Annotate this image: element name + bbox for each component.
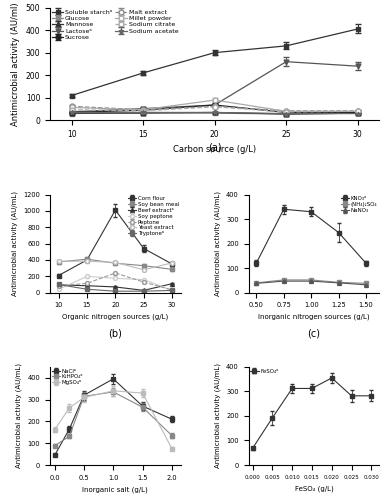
Legend: Soluble starchᵃ, Glucose, Mannose, Lactoseᵃ, Sucrose, Malt extract, Millet powde: Soluble starchᵃ, Glucose, Mannose, Lacto… — [51, 8, 179, 40]
X-axis label: Organic nitrogen sources (g/L): Organic nitrogen sources (g/L) — [62, 314, 169, 320]
Text: (c): (c) — [307, 328, 320, 338]
Legend: KNO₃ᵃ, (NH₄)₂SO₄, NaNO₃: KNO₃ᵃ, (NH₄)₂SO₄, NaNO₃ — [340, 196, 378, 214]
Legend: NaClᵃ, K₂HPO₄ᵃ, MgSO₄ᵃ: NaClᵃ, K₂HPO₄ᵃ, MgSO₄ᵃ — [51, 368, 84, 386]
Y-axis label: Antimicrobial activity (AU/mL): Antimicrobial activity (AU/mL) — [12, 191, 18, 296]
Legend: Corn flour, Soy bean meal, Beef extractᵃ, Soy peptone, Peptone, Yeast extract, T: Corn flour, Soy bean meal, Beef extractᵃ… — [127, 196, 179, 237]
X-axis label: Inorganic nitrogen sources (g/L): Inorganic nitrogen sources (g/L) — [258, 314, 370, 320]
Legend: FeSO₄ᵃ: FeSO₄ᵃ — [250, 368, 279, 374]
Y-axis label: Antimicrobial activity (AU/mL): Antimicrobial activity (AU/mL) — [15, 364, 22, 469]
X-axis label: Inorganic salt (g/L): Inorganic salt (g/L) — [82, 486, 148, 493]
Text: (a): (a) — [208, 143, 221, 153]
X-axis label: Carbon source (g/L): Carbon source (g/L) — [173, 144, 256, 154]
Y-axis label: Antimicrobial activity (AU/mL): Antimicrobial activity (AU/mL) — [214, 364, 221, 469]
Y-axis label: Antimicrobial activity (AU/ml): Antimicrobial activity (AU/ml) — [11, 2, 20, 126]
Y-axis label: Antimicrobial activity (AU/mL): Antimicrobial activity (AU/mL) — [214, 191, 221, 296]
X-axis label: FeSO₄ (g/L): FeSO₄ (g/L) — [295, 486, 333, 492]
Text: (b): (b) — [109, 328, 122, 338]
